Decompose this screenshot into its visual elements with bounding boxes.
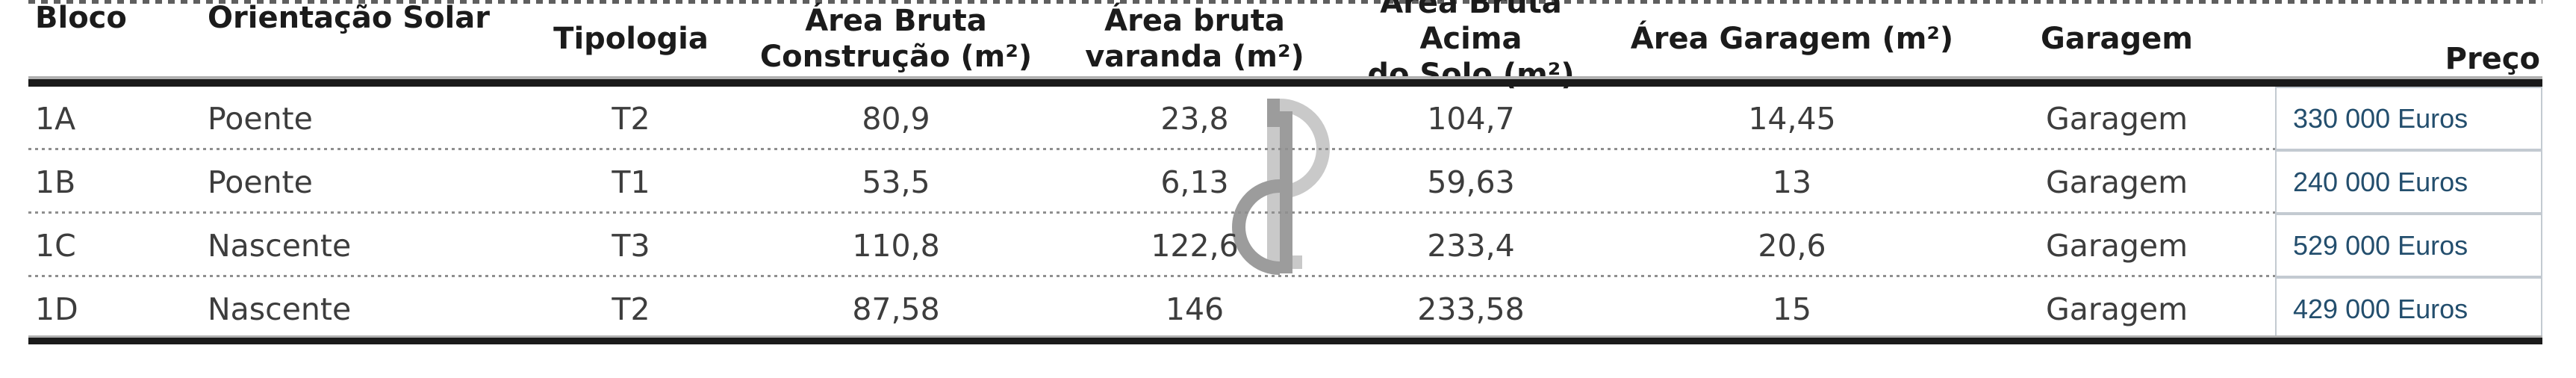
- cell-bloco: 1D: [35, 291, 78, 327]
- cell-bloco: 1C: [35, 227, 76, 264]
- cell-garagem: Garagem: [2045, 100, 2188, 137]
- price-link[interactable]: 330 000 Euros: [2275, 87, 2542, 150]
- cell-area-garagem: 13: [1772, 164, 1812, 200]
- cell-garagem: Garagem: [2045, 227, 2188, 264]
- column-header-garagem: Garagem: [1979, 0, 2255, 87]
- cell-area-varanda: 146: [1165, 291, 1225, 327]
- header-label: Garagem: [2041, 21, 2193, 56]
- cell-area-garagem: 15: [1772, 291, 1812, 327]
- header-label-line2: varanda (m²): [1085, 39, 1304, 74]
- cell-area-construcao: 87,58: [852, 291, 940, 327]
- column-header-tipologia: Tipologia: [523, 0, 739, 87]
- column-header-area-garagem: Área Garagem (m²): [1605, 0, 1979, 87]
- cell-preco: 529 000 Euros: [2255, 214, 2542, 277]
- cell-area-varanda: 23,8: [1160, 100, 1229, 137]
- header-label-line2: Construção (m²): [759, 39, 1033, 74]
- row-separator: [28, 211, 2542, 214]
- column-header-area-bruta-construcao: Área Bruta Construção (m²): [739, 0, 1053, 87]
- header-label: Tipologia: [553, 21, 709, 56]
- column-header-preco: Preço: [2255, 0, 2542, 87]
- header-label: Área Garagem (m²): [1630, 21, 1954, 56]
- cell-area-varanda: 122,6: [1151, 227, 1239, 264]
- pricing-table: Bloco Orientação Solar Tipologia Área Br…: [28, 0, 2542, 341]
- cell-garagem: Garagem: [2045, 291, 2188, 327]
- bottom-rule: [28, 335, 2542, 344]
- price-link[interactable]: 529 000 Euros: [2275, 214, 2542, 277]
- cell-tipologia: T2: [612, 100, 650, 137]
- column-header-area-bruta-acima-solo: Área Bruta Acima do Solo (m²): [1337, 0, 1605, 92]
- column-header-bloco: Bloco: [28, 0, 202, 87]
- cell-area-construcao: 53,5: [862, 164, 930, 200]
- cell-preco: 330 000 Euros: [2255, 87, 2542, 150]
- cell-garagem: Garagem: [2045, 164, 2188, 200]
- cell-preco: 240 000 Euros: [2255, 150, 2542, 214]
- row-separator: [28, 148, 2542, 150]
- price-link[interactable]: 240 000 Euros: [2275, 150, 2542, 214]
- cell-orientacao: Poente: [208, 164, 313, 200]
- cell-area-varanda: 6,13: [1160, 164, 1229, 200]
- cell-orientacao: Poente: [208, 100, 313, 137]
- cell-orientacao: Nascente: [208, 227, 352, 264]
- header-label: Preço: [2445, 42, 2540, 76]
- price-link[interactable]: 429 000 Euros: [2275, 277, 2542, 341]
- header-label: Área Bruta Acima: [1380, 0, 1562, 56]
- column-header-area-bruta-varanda: Área bruta varanda (m²): [1053, 0, 1337, 87]
- cell-bloco: 1A: [35, 100, 76, 137]
- cell-area-acima-solo: 233,58: [1417, 291, 1525, 327]
- cell-orientacao: Nascente: [208, 291, 352, 327]
- header-label: Área Bruta: [805, 3, 987, 38]
- cell-bloco: 1B: [35, 164, 76, 200]
- column-header-orientacao-solar: Orientação Solar: [202, 0, 523, 87]
- cell-tipologia: T2: [612, 291, 650, 327]
- header-label: Orientação Solar: [208, 1, 490, 35]
- cell-tipologia: T3: [612, 227, 650, 264]
- header-rule: [28, 76, 2542, 87]
- cell-area-garagem: 20,6: [1758, 227, 1826, 264]
- header-label: Bloco: [35, 1, 127, 35]
- top-dashed-line: [28, 0, 2542, 4]
- header-label: Área bruta: [1104, 3, 1285, 38]
- cell-area-construcao: 80,9: [862, 100, 930, 137]
- cell-area-construcao: 110,8: [852, 227, 940, 264]
- cell-area-acima-solo: 104,7: [1427, 100, 1515, 137]
- cell-tipologia: T1: [612, 164, 650, 200]
- cell-preco: 429 000 Euros: [2255, 277, 2542, 341]
- row-separator: [28, 275, 2542, 277]
- cell-area-acima-solo: 59,63: [1427, 164, 1515, 200]
- cell-area-garagem: 14,45: [1748, 100, 1836, 137]
- cell-area-acima-solo: 233,4: [1427, 227, 1515, 264]
